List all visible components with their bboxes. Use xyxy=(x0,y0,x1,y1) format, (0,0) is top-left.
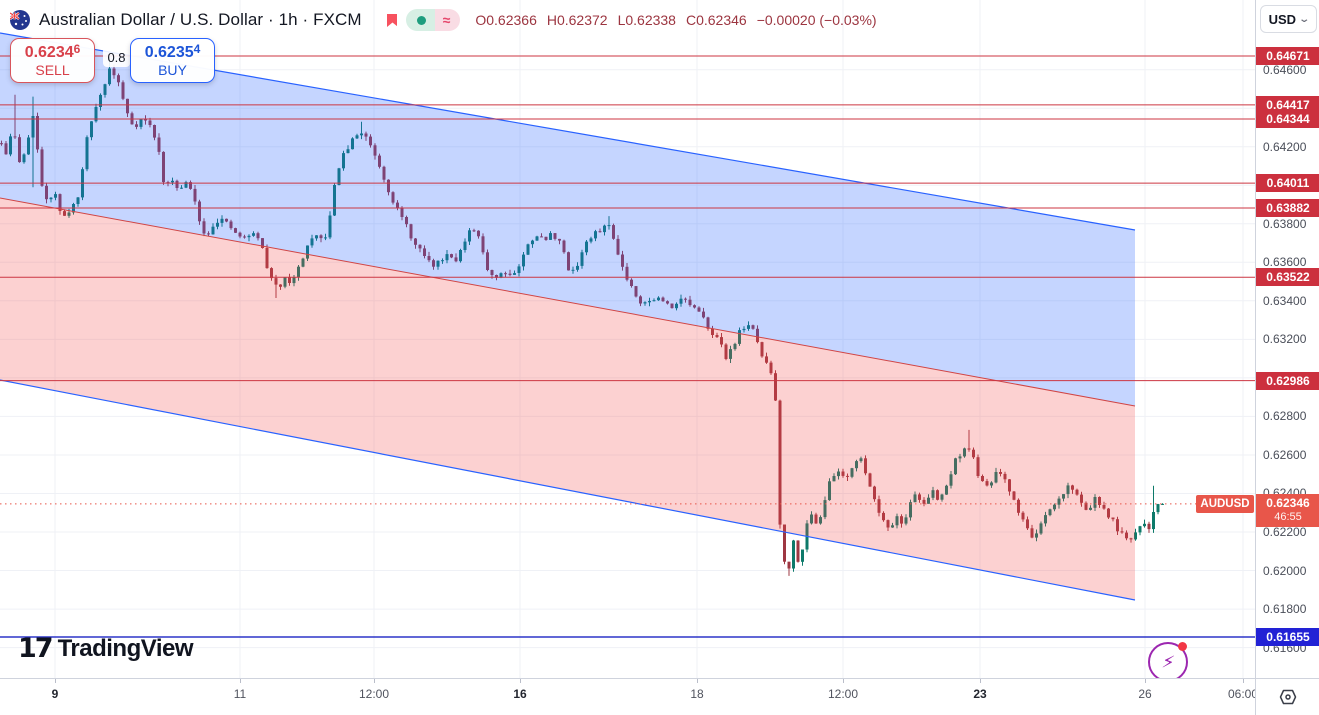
price-tick-label: 0.62200 xyxy=(1263,525,1307,539)
australia-flag-icon xyxy=(10,10,30,30)
time-tick-label: 26 xyxy=(1138,687,1152,701)
time-tick-label: 12:00 xyxy=(827,687,859,701)
axis-settings-corner[interactable] xyxy=(1255,678,1319,715)
ohlc-open: O0.62366 xyxy=(475,12,537,28)
ohlc-change: −0.00020 (−0.03%) xyxy=(756,12,877,28)
time-tick-label: 18 xyxy=(690,687,704,701)
candlestick-chart xyxy=(0,0,1255,678)
level-price-badge: 0.64344 xyxy=(1256,110,1319,128)
time-tick-mark xyxy=(843,679,844,683)
price-tick-label: 0.63200 xyxy=(1263,332,1307,346)
level-price-badge: 0.62986 xyxy=(1256,372,1319,390)
tradingview-logo-text: TradingView xyxy=(57,634,194,662)
level-price-badge: 0.63522 xyxy=(1256,268,1319,286)
lightning-button[interactable]: ⚡ xyxy=(1148,642,1188,682)
buy-price: 0.62354 xyxy=(144,42,201,62)
ohlc-close: C0.62346 xyxy=(685,12,747,28)
price-tick-label: 0.62600 xyxy=(1263,448,1307,462)
level-price-badge: 0.63882 xyxy=(1256,199,1319,217)
lightning-icon: ⚡ xyxy=(1160,650,1176,673)
sell-button[interactable]: 0.62346 SELL xyxy=(10,38,95,83)
time-tick-label: 11 xyxy=(233,687,247,701)
time-tick-mark xyxy=(55,679,56,683)
price-tick-label: 0.61800 xyxy=(1263,602,1307,616)
tradingview-logo-icon: 17 xyxy=(18,633,54,664)
hexagon-settings-icon xyxy=(1279,689,1297,705)
price-line-symbol-label: AUDUSD xyxy=(1196,495,1254,513)
price-tick-label: 0.63400 xyxy=(1263,294,1307,308)
price-tick-label: 0.64600 xyxy=(1263,63,1307,77)
time-tick-mark xyxy=(980,679,981,683)
currency-selector[interactable]: USD ⌄ xyxy=(1260,5,1317,33)
sell-label: SELL xyxy=(35,62,70,79)
time-tick-mark xyxy=(697,679,698,683)
ohlc-high: H0.62372 xyxy=(546,12,608,28)
market-open-icon xyxy=(405,9,435,31)
time-axis[interactable]: 9 11 12:00 16 18 12:00 23 26 06:00 xyxy=(0,678,1255,715)
blue-level-price-badge: 0.61655 xyxy=(1256,628,1319,646)
level-price-badge: 0.64417 xyxy=(1256,96,1319,114)
buy-label: BUY xyxy=(158,62,187,79)
ohlc-low: L0.62338 xyxy=(617,12,676,28)
currency-label: USD xyxy=(1268,11,1297,27)
chart-header: Australian Dollar / U.S. Dollar · 1h · F… xyxy=(10,7,877,33)
level-price-badge: 0.64671 xyxy=(1256,47,1319,65)
chart-pane[interactable] xyxy=(0,0,1255,678)
time-tick-mark xyxy=(374,679,375,683)
time-tick-mark xyxy=(1145,679,1146,683)
bar-countdown: 46:55 xyxy=(1274,511,1302,524)
time-tick-mark xyxy=(240,679,241,683)
current-price-badge: 0.62346 46:55 xyxy=(1256,494,1319,527)
price-tick-label: 0.63600 xyxy=(1263,255,1307,269)
tradingview-logo[interactable]: 17 TradingView xyxy=(18,633,194,664)
sell-price: 0.62346 xyxy=(24,42,81,62)
price-tick-label: 0.62800 xyxy=(1263,409,1307,423)
price-tick-label: 0.63800 xyxy=(1263,217,1307,231)
time-tick-mark xyxy=(520,679,521,683)
flagged-symbol-icon[interactable] xyxy=(382,12,397,29)
time-tick-label: 9 xyxy=(51,687,59,701)
buy-button[interactable]: 0.62354 BUY xyxy=(130,38,215,83)
price-axis[interactable]: USD ⌄ 0.62346 46:55 0.64600 0.64200 0.6380… xyxy=(1255,0,1319,678)
price-tick-label: 0.64200 xyxy=(1263,140,1307,154)
price-tick-label: 0.62000 xyxy=(1263,564,1307,578)
level-price-badge: 0.64011 xyxy=(1256,174,1319,192)
notification-dot xyxy=(1178,642,1187,651)
time-tick-label: 12:00 xyxy=(358,687,390,701)
time-tick-mark xyxy=(1243,679,1244,683)
time-tick-label: 23 xyxy=(973,687,987,701)
delayed-data-icon: ≈ xyxy=(434,9,461,31)
chevron-down-icon: ⌄ xyxy=(1298,13,1311,25)
ohlc-readout: O0.62366 H0.62372 L0.62338 C0.62346 −0.0… xyxy=(475,12,876,28)
time-tick-label: 16 xyxy=(513,687,527,701)
market-status-pill[interactable]: ≈ xyxy=(405,9,461,31)
spread-value: 0.8 xyxy=(103,47,130,67)
symbol-title[interactable]: Australian Dollar / U.S. Dollar · 1h · F… xyxy=(39,10,362,29)
current-price: 0.62346 xyxy=(1266,496,1310,511)
time-tick-label: 06:00 xyxy=(1227,687,1255,701)
